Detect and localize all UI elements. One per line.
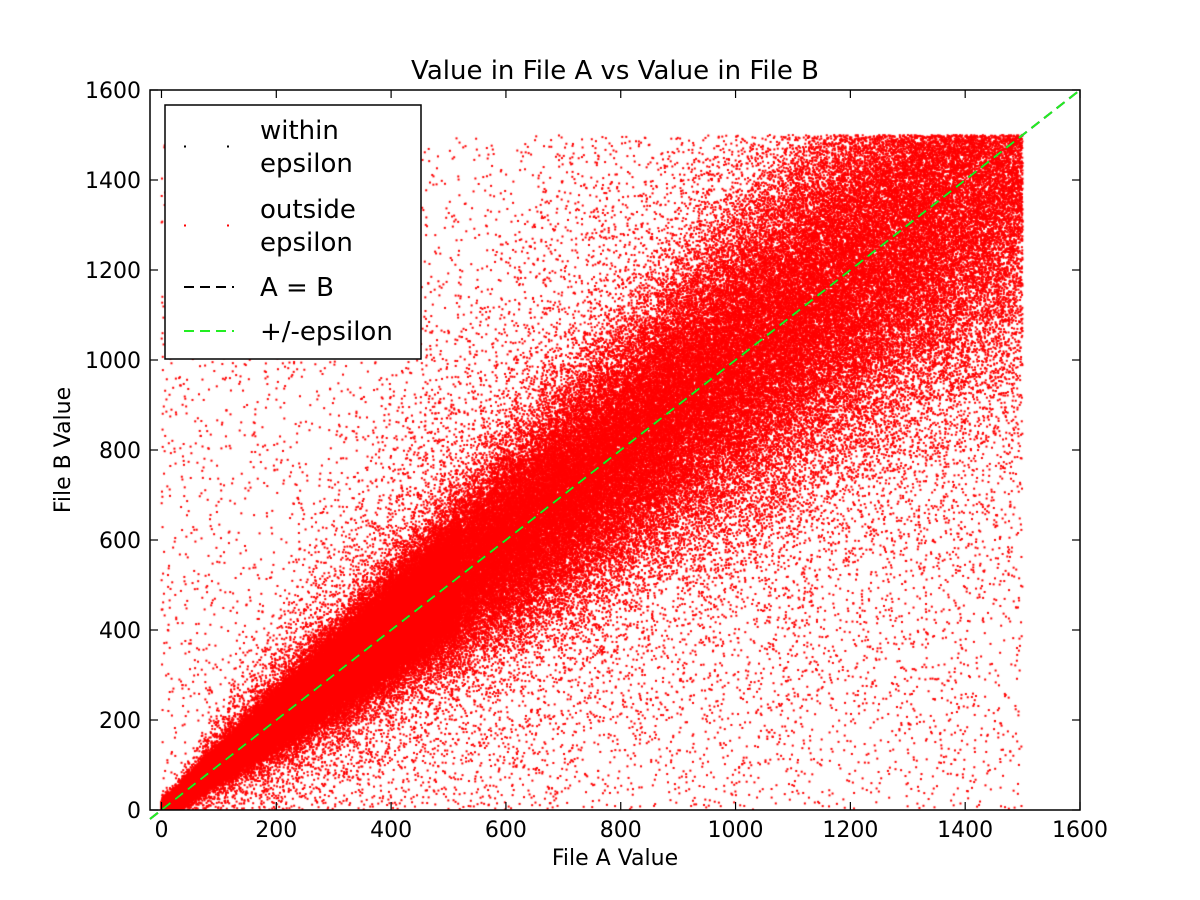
x-tick-label: 1600 [1052, 818, 1108, 843]
ticks-layer: 0 200 400 600 800 1000 1200 1400 1600 0 200 400 600 8… [85, 79, 1108, 843]
x-tick-label: 200 [255, 818, 297, 843]
legend-symbol-dot [184, 224, 186, 227]
x-tick-label: 800 [600, 818, 642, 843]
legend-label: A = B [260, 273, 334, 303]
legend-entry: A = B [184, 273, 334, 303]
x-tick-label: 1200 [822, 818, 878, 843]
y-tick-label: 1000 [85, 349, 141, 374]
legend-entry: +/-epsilon [184, 317, 393, 347]
lines-layer [149, 89, 1081, 820]
y-axis-label: File B Value [51, 387, 76, 513]
legend-label: epsilon [260, 228, 353, 258]
x-tick-label: 0 [154, 818, 168, 843]
y-tick-label: 1600 [85, 79, 141, 104]
legend-label: epsilon [260, 149, 353, 179]
chart-title: Value in File A vs Value in File B [411, 56, 819, 86]
x-tick-label: 1000 [708, 818, 764, 843]
x-tick-label: 400 [370, 818, 412, 843]
x-axis-label: File A Value [552, 846, 678, 871]
legend-symbol-dot [184, 145, 186, 148]
legend-symbol-dot [227, 145, 229, 148]
x-tick-label: 1400 [937, 818, 993, 843]
legend-symbol-dot [227, 224, 229, 227]
legend-label: within [260, 116, 339, 146]
x-tick-label: 600 [485, 818, 527, 843]
legend-label: +/-epsilon [260, 317, 393, 347]
y-tick-label: 400 [99, 619, 141, 644]
legend-box [164, 104, 422, 360]
y-tick-label: 600 [99, 529, 141, 554]
y-tick-label: 800 [99, 439, 141, 464]
y-tick-label: 1400 [85, 169, 141, 194]
y-tick-label: 0 [127, 799, 141, 824]
y-tick-label: 1200 [85, 259, 141, 284]
y-tick-label: 200 [99, 709, 141, 734]
line-epsilon [149, 89, 1081, 820]
legend-label: outside [260, 195, 356, 225]
